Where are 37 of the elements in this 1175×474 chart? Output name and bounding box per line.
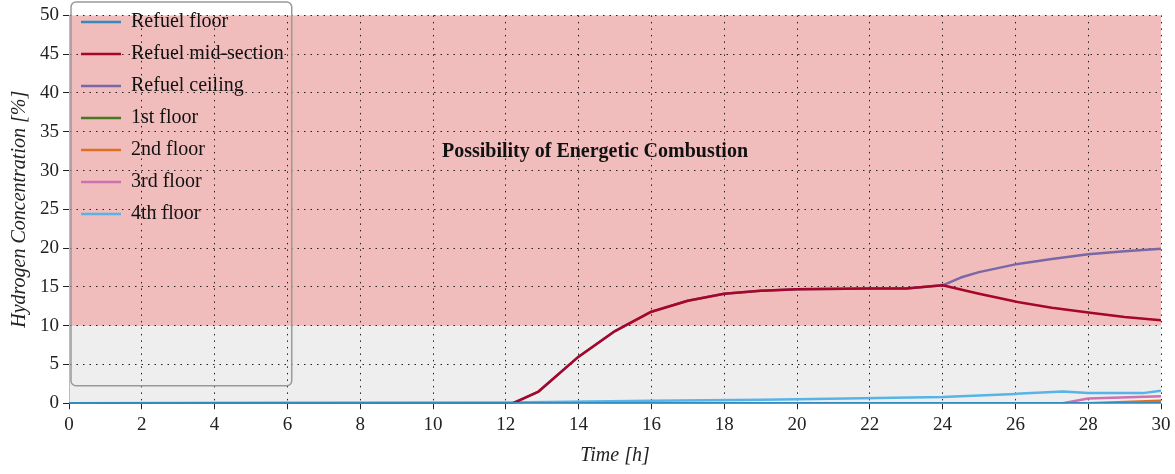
y-tick-label: 15 — [40, 274, 59, 296]
legend-label: 3rd floor — [131, 169, 202, 192]
x-tick-label: 8 — [355, 412, 365, 434]
y-tick-label: 5 — [49, 352, 59, 374]
y-tick-label: 25 — [40, 197, 59, 219]
y-tick-label: 45 — [40, 42, 59, 64]
x-tick-label: 20 — [787, 412, 807, 434]
x-tick-label: 14 — [569, 412, 589, 434]
legend-label: 2nd floor — [131, 137, 206, 160]
x-tick-label: 12 — [496, 412, 516, 434]
legend-label: Refuel mid-section — [131, 41, 284, 64]
x-tick-label: 28 — [1078, 412, 1098, 434]
y-tick-label: 50 — [40, 3, 59, 25]
x-tick-label: 2 — [137, 412, 147, 434]
y-tick-label: 30 — [40, 158, 59, 180]
x-tick-label: 10 — [423, 412, 443, 434]
legend-label: Refuel floor — [131, 9, 229, 32]
legend-label: 1st floor — [131, 105, 199, 128]
x-tick-label: 16 — [641, 412, 661, 434]
legend-label: 4th floor — [131, 201, 201, 224]
y-tick-label: 0 — [49, 391, 59, 413]
y-tick-label: 35 — [40, 119, 59, 141]
x-tick-label: 0 — [64, 412, 74, 434]
x-tick-label: 24 — [933, 412, 953, 434]
x-tick-label: 30 — [1151, 412, 1171, 434]
band-label: Possibility of Energetic Combustion — [441, 139, 749, 163]
x-tick-label: 18 — [714, 412, 734, 434]
y-tick-label: 10 — [40, 313, 59, 335]
x-tick-label: 6 — [282, 412, 293, 434]
x-tick-label: 22 — [860, 412, 880, 434]
y-tick-label: 20 — [40, 236, 59, 258]
legend-label: Refuel ceiling — [131, 73, 244, 97]
x-tick-label: 26 — [1005, 412, 1025, 434]
x-axis-title: Time [h] — [580, 443, 650, 466]
x-tick-label: 4 — [209, 412, 220, 434]
y-axis-title: Hydrogen Concentration [%] — [7, 90, 31, 329]
y-tick-label: 40 — [40, 80, 59, 102]
